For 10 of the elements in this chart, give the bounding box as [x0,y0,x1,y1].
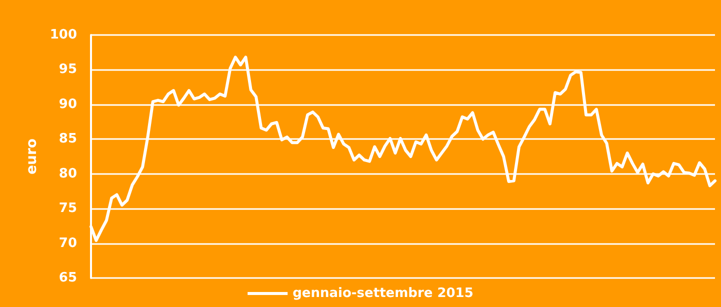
y-tick-label: 95 [58,62,77,78]
y-tick-label: 75 [58,201,77,216]
legend-label: gennaio-settembre 2015 [292,286,474,301]
y-tick-label: 65 [58,270,77,286]
y-tick-label: 85 [58,132,77,147]
y-tick-label: 80 [58,166,77,182]
y-tick-label: 100 [50,28,77,42]
y-tick-label: 90 [58,96,77,112]
y-axis-title: euro [24,138,40,174]
y-tick-label: 70 [58,236,77,251]
